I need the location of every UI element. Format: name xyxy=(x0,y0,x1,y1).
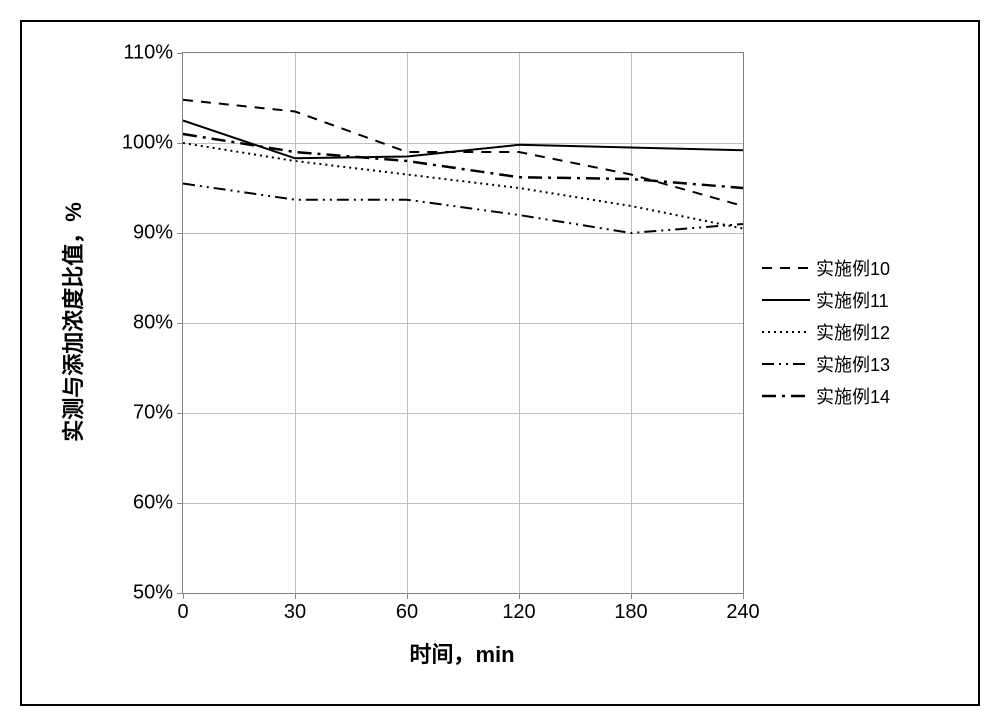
series-line xyxy=(183,143,743,229)
legend-item: 实施例12 xyxy=(762,316,890,348)
chart-frame: 50%60%70%80%90%100%110%03060120180240 实测… xyxy=(20,20,980,706)
y-tick-label: 50% xyxy=(133,582,183,605)
legend-swatch xyxy=(762,258,810,278)
legend-item: 实施例10 xyxy=(762,252,890,284)
x-tick-mark xyxy=(631,593,632,599)
legend-label: 实施例13 xyxy=(816,351,890,377)
y-tick-label: 80% xyxy=(133,312,183,335)
legend: 实施例10 实施例11 实施例12 实施例13 实施例14 xyxy=(762,252,890,412)
series-line xyxy=(183,184,743,234)
y-tick-label: 70% xyxy=(133,402,183,425)
series-line xyxy=(183,100,743,206)
series-line xyxy=(183,121,743,159)
legend-label: 实施例12 xyxy=(816,319,890,345)
y-axis-label: 实测与添加浓度比值，% xyxy=(56,202,88,442)
series-layer xyxy=(183,53,743,593)
legend-item: 实施例14 xyxy=(762,380,890,412)
legend-swatch xyxy=(762,386,810,406)
legend-swatch xyxy=(762,354,810,374)
y-tick-label: 60% xyxy=(133,492,183,515)
plot-area: 50%60%70%80%90%100%110%03060120180240 xyxy=(182,52,744,594)
legend-label: 实施例10 xyxy=(816,255,890,281)
y-tick-label: 110% xyxy=(123,42,183,65)
x-tick-mark xyxy=(743,593,744,599)
legend-item: 实施例13 xyxy=(762,348,890,380)
legend-label: 实施例14 xyxy=(816,383,890,409)
legend-swatch xyxy=(762,322,810,342)
x-tick-mark xyxy=(183,593,184,599)
legend-swatch xyxy=(762,290,810,310)
series-line xyxy=(183,134,743,188)
legend-label: 实施例11 xyxy=(816,287,889,313)
x-tick-mark xyxy=(519,593,520,599)
legend-item: 实施例11 xyxy=(762,284,890,316)
x-tick-mark xyxy=(295,593,296,599)
x-axis-label: 时间，min xyxy=(409,637,514,669)
y-tick-label: 90% xyxy=(133,222,183,245)
y-tick-label: 100% xyxy=(122,132,183,155)
x-tick-mark xyxy=(407,593,408,599)
